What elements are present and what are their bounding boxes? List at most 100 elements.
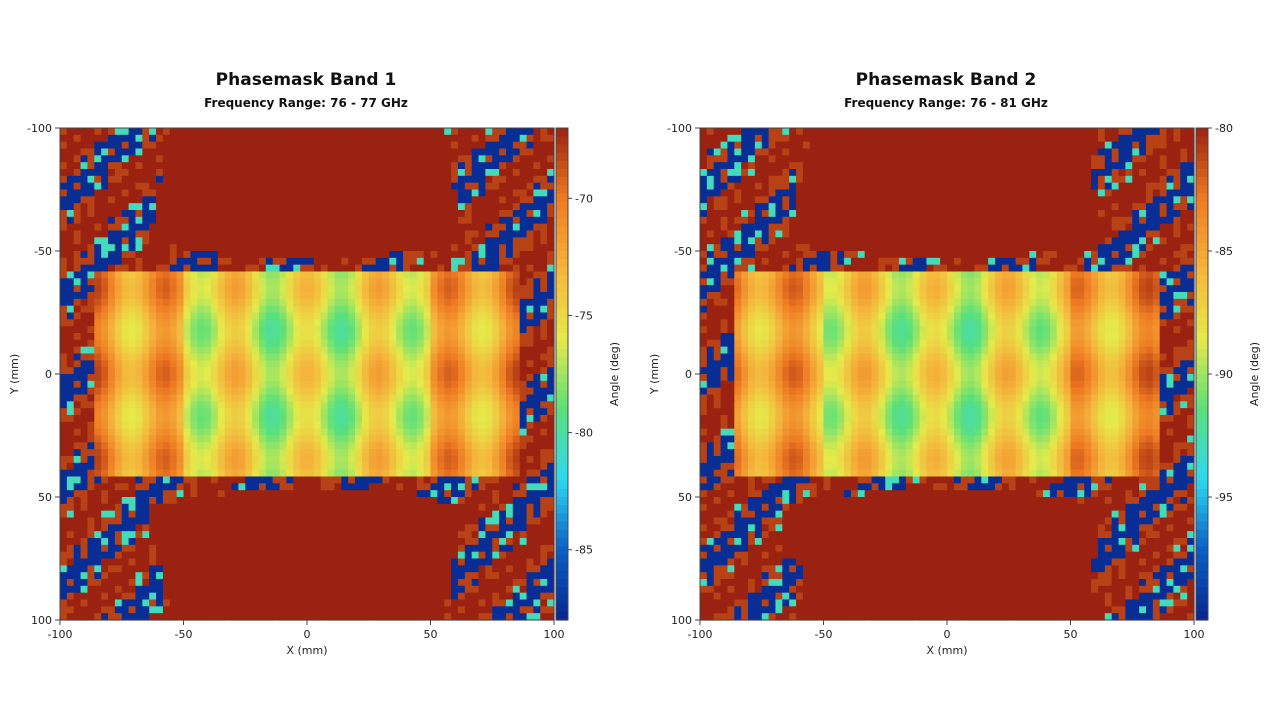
heatmap-cell [197,237,205,245]
heatmap-cell [547,558,555,566]
heatmap-cell [348,503,356,512]
heatmap-cell [327,203,336,211]
heatmap-cell [348,469,356,478]
heatmap-cell [437,469,445,478]
heatmap-cell [464,449,473,457]
heatmap-cell [526,141,535,150]
heatmap-cell [279,579,288,587]
heatmap-cell [135,298,143,307]
heatmap-cell [87,503,95,512]
heatmap-cell [307,435,315,443]
heatmap-cell [231,544,239,553]
heatmap-cell [355,592,363,601]
heatmap-cell [464,544,473,553]
heatmap-cell [149,278,157,286]
heatmap-cell [94,551,102,560]
heatmap-cell [512,353,521,361]
heatmap-cell [526,503,535,512]
heatmap-cell [279,298,288,307]
heatmap-cell [272,182,281,191]
heatmap-cell [108,428,116,437]
heatmap-cell [341,565,349,573]
heatmap-cell [423,278,432,286]
heatmap-cell [526,278,535,286]
heatmap-cell [176,476,185,484]
heatmap-cell [149,476,157,484]
heatmap-cell [526,449,535,457]
heatmap-cell [505,572,514,580]
heatmap-cell [478,155,486,163]
heatmap-cell [87,435,95,443]
heatmap-cell [300,210,308,218]
heatmap-cell [149,572,157,580]
heatmap-cell [382,203,390,211]
heatmap-cell [444,182,452,191]
heatmap-cell [492,278,500,286]
heatmap-cell [245,230,253,238]
heatmap-cell [375,579,384,587]
heatmap-cell [121,503,130,512]
heatmap-cell [389,524,397,532]
heatmap-cell [265,360,274,368]
heatmap-cell [416,374,425,382]
heatmap-cell [279,312,288,320]
heatmap-cell [128,278,137,286]
heatmap-cell [142,175,150,184]
heatmap-cell [231,169,239,177]
heatmap-cell [416,257,425,266]
heatmap-cell [512,237,521,245]
heatmap-cell [492,128,500,136]
heatmap-cell [348,223,356,232]
heatmap-cell [389,169,397,177]
heatmap-cell [190,462,198,471]
heatmap-cell [547,374,555,382]
heatmap-cell [258,517,267,525]
heatmap-cell [204,565,212,573]
heatmap-cell [238,551,246,560]
heatmap-cell [108,251,116,259]
heatmap-cell [368,510,377,519]
heatmap-cell [505,292,514,300]
heatmap-cell [80,572,89,580]
heatmap-cell [403,216,411,225]
heatmap-cell [368,408,377,416]
heatmap-cell [169,128,178,136]
heatmap-cell [142,456,150,464]
heatmap-cell [519,415,528,423]
heatmap-cell [444,394,452,402]
heatmap-cell [396,483,404,491]
heatmap-cell [451,141,459,150]
heatmap-cell [492,531,500,539]
heatmap-cell [423,428,432,437]
heatmap-cell [485,237,493,245]
heatmap-cell [348,510,356,519]
heatmap-cell [66,428,75,437]
heatmap-cell [224,305,233,314]
heatmap-cell [238,503,246,512]
heatmap-cell [334,360,342,368]
heatmap-cell [540,360,548,368]
heatmap-cell [245,497,253,505]
heatmap-cell [533,305,541,314]
heatmap-cell [430,585,438,594]
heatmap-cell [272,128,281,136]
heatmap-cell [334,175,342,184]
heatmap-cell [327,401,336,409]
heatmap-cell [252,585,260,594]
heatmap-cell [499,305,507,314]
heatmap-cell [547,196,555,204]
heatmap-cell [355,428,363,437]
heatmap-cell [217,169,226,177]
heatmap-cell [327,483,336,491]
heatmap-cell [409,387,418,396]
heatmap-cell [60,469,68,478]
heatmap-cell [430,476,438,484]
heatmap-cell [478,572,486,580]
heatmap-cell [547,326,555,334]
heatmap-cell [149,558,157,566]
heatmap-cell [108,305,116,314]
heatmap-cell [135,189,143,197]
heatmap-cell [190,141,198,150]
heatmap-cell [348,244,356,252]
heatmap-cell [190,230,198,238]
